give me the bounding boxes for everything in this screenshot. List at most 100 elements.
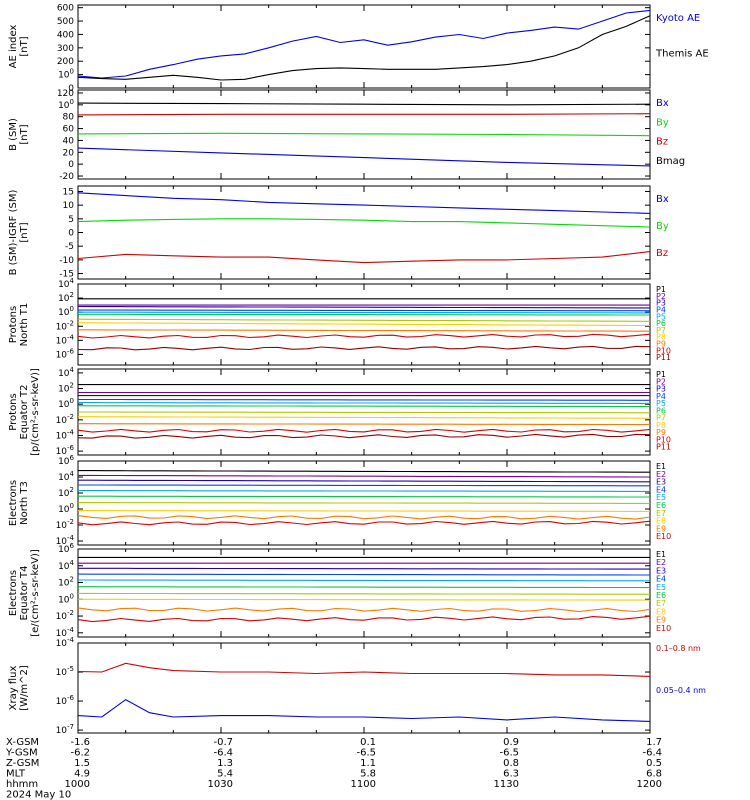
axis-row-value: 1200 (637, 779, 662, 790)
y-axis-label: [p/(cm²-s-sr-keV)] (30, 368, 41, 456)
series-line-E5 (78, 579, 650, 582)
legend-E7: E7 (656, 509, 666, 518)
legend-P9: P9 (656, 428, 666, 437)
axis-row-value: 0.8 (503, 758, 519, 769)
y-tick-label: 102 (58, 382, 74, 395)
series-line-E3 (78, 567, 650, 570)
series-line-Bmag (77, 102, 651, 106)
series-line-Kyoto AE (77, 9, 651, 79)
y-tick-label: 0 (68, 229, 74, 239)
legend-E4: E4 (656, 485, 666, 494)
series-line-By (77, 132, 651, 137)
y-tick-label: 10-6 (56, 347, 75, 360)
y-tick-label: 10-2 (56, 518, 74, 531)
series-line-P11 (77, 433, 651, 439)
panel-bigrf: -15 -10 -5 0 5 10 15 B (SM)-IGRF (SM) [nT] Bx By Bz (8, 185, 669, 280)
axis-row-value: -0.7 (213, 737, 233, 748)
y-tick-label: 15 (63, 187, 74, 197)
y-tick-label: 102 (58, 486, 74, 499)
y-tick-label: 10-2 (56, 413, 74, 426)
legend-E4: E4 (656, 575, 666, 584)
y-tick-label: 600 (57, 4, 74, 14)
legend-By: By (656, 221, 669, 232)
legend-Bmag: Bmag (656, 156, 685, 167)
legend-E6: E6 (656, 591, 666, 600)
y-tick-label: 104 (58, 277, 74, 290)
y-axis-label: Electrons (8, 480, 19, 526)
y-axis-label: AE index (8, 25, 19, 69)
legend-Bx: Bx (656, 194, 669, 205)
axis-row-label: X-GSM (6, 737, 39, 748)
legend-P10: P10 (656, 346, 671, 355)
legend-E8: E8 (656, 517, 666, 526)
legend-P7: P7 (656, 414, 666, 423)
legend-Bz: Bz (656, 137, 668, 148)
series-line-E9 (77, 607, 651, 613)
series-line-E4 (78, 484, 650, 487)
axis-row-value: -6.2 (70, 748, 90, 759)
series-line-P10 (77, 428, 651, 433)
y-tick-label: 60 (63, 125, 75, 135)
y-tick-label: -15 (59, 270, 74, 280)
axis-row-value: 6.3 (503, 769, 519, 780)
y-tick-label: 10-5 (56, 665, 74, 678)
legend-P11: P11 (656, 353, 671, 362)
axis-row-value: 0.5 (646, 758, 662, 769)
axis-row-value: 4.9 (74, 769, 90, 780)
series-line-P6 (77, 405, 650, 408)
y-tick-label: 120 (57, 89, 74, 99)
y-tick-label: 0 (68, 84, 74, 94)
panel-ee4: 10-4 10-2 100 102 104 106 Electrons Equator T4[… (8, 542, 671, 639)
y-tick-label: 106 (58, 542, 74, 555)
y-tick-label: 10-2 (56, 609, 74, 622)
series-line-P5 (78, 402, 650, 404)
axis-row-label: hhmm (6, 779, 38, 790)
series-line-P11 (77, 345, 651, 351)
series-line-P8 (78, 416, 651, 419)
y-axis-label: B (SM) (8, 118, 19, 151)
legend-P6: P6 (656, 319, 666, 328)
y-tick-label: 10 (63, 201, 75, 211)
panel-frame (77, 642, 651, 734)
y-tick-label: 5 (68, 215, 74, 225)
legend-P10: P10 (656, 435, 671, 444)
y-tick-label: 100 (58, 98, 74, 111)
series-line-E3 (78, 479, 650, 483)
legend-Bz: Bz (656, 248, 668, 259)
legend-P2: P2 (656, 377, 666, 386)
y-axis-label: Protons (8, 306, 19, 343)
panel-pe2: 10-6 10-4 10-2 100 102 104 Protons Equator T2 [p… (8, 366, 671, 457)
y-tick-label: 500 (57, 17, 74, 27)
axis-row-value: 1.7 (646, 737, 662, 748)
axis-row-value: 0.1 (360, 737, 376, 748)
axis-row-value: -6.5 (499, 748, 519, 759)
series-line-0.1–0.8 nm (77, 662, 651, 677)
y-axis-label: Equator T2 (19, 385, 30, 440)
axis-row-label: MLT (6, 769, 26, 780)
y-tick-label: 106 (58, 454, 74, 467)
axis-row-value: -6.4 (213, 748, 233, 759)
series-line-E9 (77, 515, 651, 520)
legend-E10: E10 (656, 624, 671, 633)
series-line-E10 (77, 520, 651, 526)
series-line-P7 (78, 411, 650, 414)
legend-By: By (656, 117, 669, 128)
y-tick-label: 100 (58, 305, 74, 318)
legend-E10: E10 (656, 532, 671, 541)
series-line-E2 (78, 474, 650, 478)
legend-Bx: Bx (656, 98, 669, 109)
legend-E1: E1 (656, 550, 666, 559)
legend-P6: P6 (656, 406, 666, 415)
legend-0.05–0.4 nm: 0.05–0.4 nm (656, 686, 706, 695)
series-line-E7 (78, 592, 651, 595)
series-line-Bx (77, 147, 651, 167)
legend-P8: P8 (656, 333, 666, 342)
series-line-P9 (78, 423, 650, 426)
axis-row-value: 1.3 (217, 758, 233, 769)
legend-E5: E5 (656, 493, 666, 502)
legend-P5: P5 (656, 312, 666, 321)
